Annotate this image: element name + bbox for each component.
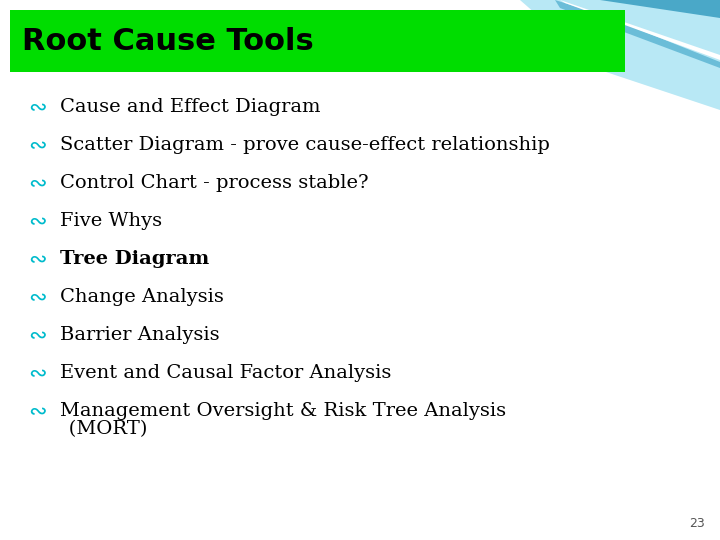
Text: ∾: ∾ <box>28 212 47 232</box>
Text: ∾: ∾ <box>28 326 47 346</box>
Text: Five Whys: Five Whys <box>60 212 162 230</box>
Text: ∾: ∾ <box>28 288 47 308</box>
Text: Event and Causal Factor Analysis: Event and Causal Factor Analysis <box>60 364 392 382</box>
Text: Control Chart - process stable?: Control Chart - process stable? <box>60 174 369 192</box>
Text: 23: 23 <box>689 517 705 530</box>
Polygon shape <box>560 0 720 60</box>
Text: Tree Diagram: Tree Diagram <box>60 250 210 268</box>
Text: ∾: ∾ <box>28 174 47 194</box>
Polygon shape <box>520 0 720 110</box>
Text: (MORT): (MORT) <box>50 420 148 438</box>
Text: ∾: ∾ <box>28 402 47 422</box>
Text: Root Cause Tools: Root Cause Tools <box>22 26 314 56</box>
Text: Management Oversight & Risk Tree Analysis: Management Oversight & Risk Tree Analysi… <box>60 402 506 420</box>
Text: Scatter Diagram - prove cause-effect relationship: Scatter Diagram - prove cause-effect rel… <box>60 136 550 154</box>
FancyBboxPatch shape <box>10 10 625 72</box>
Text: ∾: ∾ <box>28 250 47 270</box>
Polygon shape <box>590 0 720 18</box>
Text: Cause and Effect Diagram: Cause and Effect Diagram <box>60 98 320 116</box>
Text: Change Analysis: Change Analysis <box>60 288 224 306</box>
Text: ∾: ∾ <box>28 136 47 156</box>
Text: ∾: ∾ <box>28 98 47 118</box>
Polygon shape <box>575 0 720 62</box>
Text: ∾: ∾ <box>28 364 47 384</box>
Polygon shape <box>555 0 720 68</box>
Text: Barrier Analysis: Barrier Analysis <box>60 326 220 344</box>
